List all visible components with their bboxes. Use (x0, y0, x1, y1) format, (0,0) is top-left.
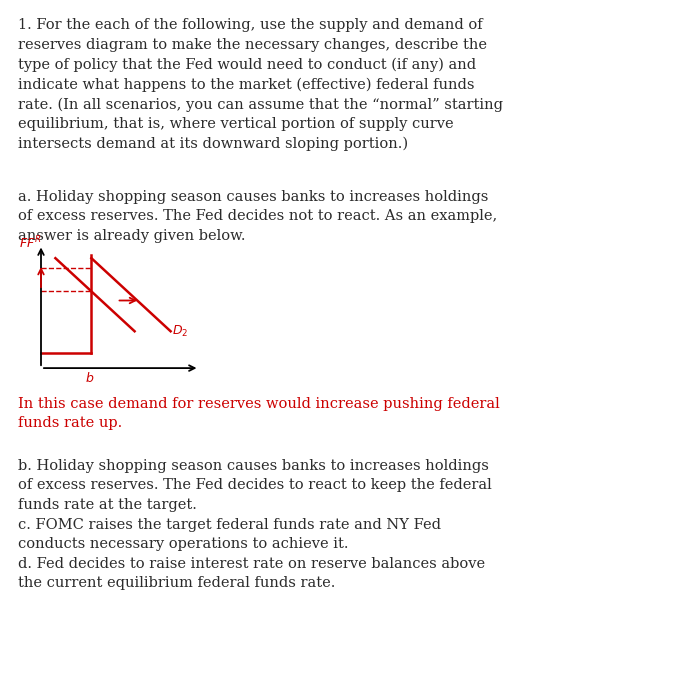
Text: 1. For the each of the following, use the supply and demand of
reserves diagram : 1. For the each of the following, use th… (18, 18, 503, 151)
Text: b: b (86, 372, 94, 386)
Text: $FF^R$: $FF^R$ (19, 235, 42, 251)
Text: a. Holiday shopping season causes banks to increases holdings
of excess reserves: a. Holiday shopping season causes banks … (18, 190, 497, 243)
Text: $D_2$: $D_2$ (173, 324, 189, 340)
Text: In this case demand for reserves would increase pushing federal
funds rate up.: In this case demand for reserves would i… (18, 397, 499, 430)
Text: b. Holiday shopping season causes banks to increases holdings
of excess reserves: b. Holiday shopping season causes banks … (18, 459, 492, 590)
